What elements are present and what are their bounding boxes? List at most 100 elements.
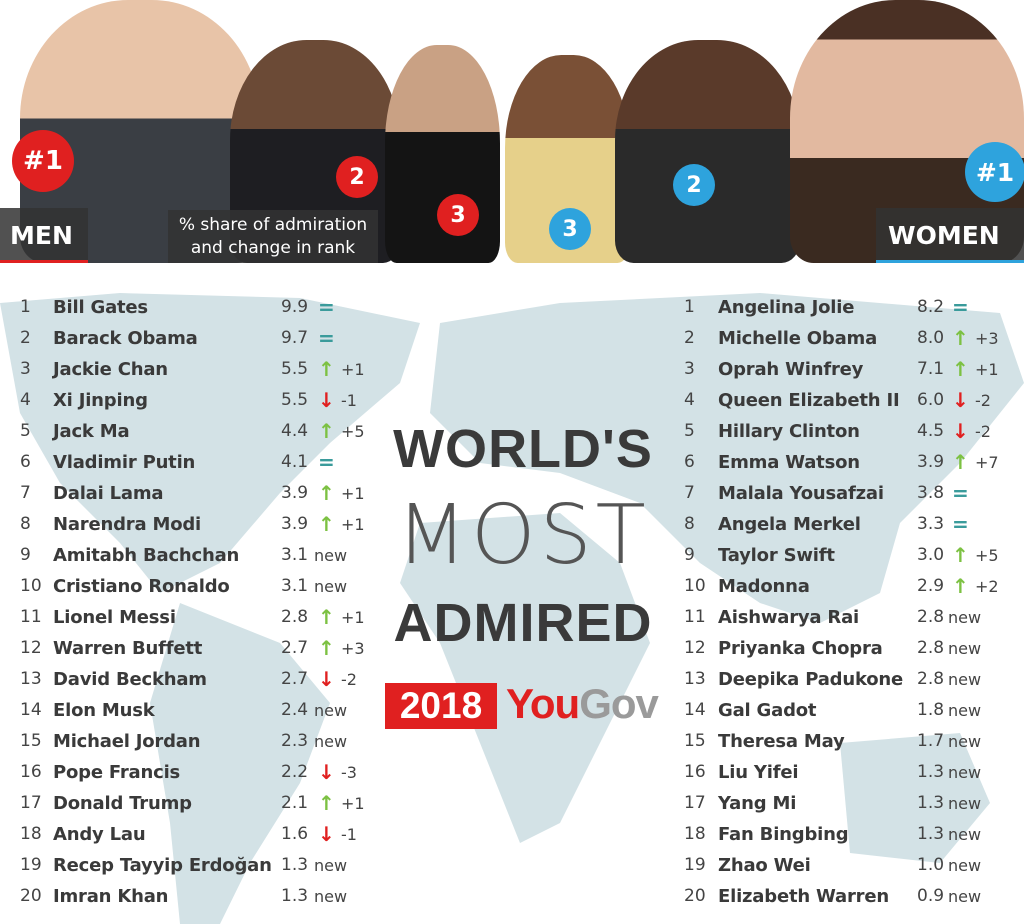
rank-number: 20 xyxy=(20,886,42,906)
list-item: 7 Dalai Lama 3.9 ↑ +1 xyxy=(0,478,365,508)
rank-number: 17 xyxy=(20,793,42,813)
title-line-admired: ADMIRED xyxy=(393,593,653,653)
women-rank-1-badge: #1 xyxy=(965,142,1024,202)
rank-number: 5 xyxy=(20,421,31,441)
arrow-up-icon: ↑ xyxy=(318,481,335,505)
equals-icon: = xyxy=(318,450,335,474)
admiration-score: 4.1 xyxy=(281,452,309,472)
list-item: 15 Theresa May 1.7 new xyxy=(0,726,981,756)
rank-change: -2 xyxy=(341,669,357,689)
person-name: Aishwarya Rai xyxy=(718,606,860,628)
person-name: David Beckham xyxy=(53,668,207,690)
admiration-score: 2.8 xyxy=(281,607,309,627)
rank-number: 11 xyxy=(20,607,42,627)
change-new: new xyxy=(948,824,982,844)
rank-number: 13 xyxy=(684,669,706,689)
person-name: Theresa May xyxy=(718,730,845,752)
person-name: Narendra Modi xyxy=(53,513,202,535)
men-label: MEN xyxy=(0,208,88,263)
person-name: Hillary Clinton xyxy=(718,420,860,442)
change-new: new xyxy=(314,576,348,596)
arrow-up-icon: ↑ xyxy=(952,574,969,598)
header-photo-strip: #1 2 3 3 2 #1 MEN % share of admiration … xyxy=(0,0,1024,263)
admiration-score: 3.1 xyxy=(281,545,309,565)
women-rank-3-badge: 3 xyxy=(549,208,591,250)
year-badge: 2018 xyxy=(385,683,497,729)
change-new: new xyxy=(948,886,982,906)
rank-change: +3 xyxy=(341,638,365,658)
rank-change: -3 xyxy=(341,762,357,782)
person-name: Pope Francis xyxy=(53,761,181,783)
person-name: Amitabh Bachchan xyxy=(53,544,240,566)
rank-number: 19 xyxy=(684,855,706,875)
admiration-score: 2.8 xyxy=(917,669,945,689)
list-item: 11 Lionel Messi 2.8 ↑ +1 xyxy=(0,602,365,632)
rank-number: 16 xyxy=(20,762,42,782)
person-name: Recep Tayyip Erdoğan xyxy=(53,854,272,876)
person-name: Andy Lau xyxy=(53,823,146,845)
admiration-score: 3.0 xyxy=(917,545,945,565)
women-label: WOMEN xyxy=(876,208,1024,263)
rank-change: -2 xyxy=(975,390,991,410)
rank-number: 19 xyxy=(20,855,42,875)
admiration-score: 4.4 xyxy=(281,421,309,441)
admiration-score: 1.0 xyxy=(917,855,945,875)
legend-caption: % share of admiration and change in rank xyxy=(168,210,378,263)
list-item: 6 Emma Watson 3.9 ↑ +7 xyxy=(0,447,999,477)
rank-change: +1 xyxy=(975,359,999,379)
admiration-score: 1.8 xyxy=(917,700,945,720)
person-name: Malala Yousafzai xyxy=(718,482,884,504)
admiration-score: 3.8 xyxy=(917,483,945,503)
person-name: Warren Buffett xyxy=(53,637,203,659)
rank-number: 15 xyxy=(20,731,42,751)
list-item: 7 Malala Yousafzai 3.8 = xyxy=(0,478,969,508)
yougov-logo: YouGov xyxy=(506,680,659,728)
list-item: 9 Amitabh Bachchan 3.1 new xyxy=(0,540,347,570)
admiration-score: 1.3 xyxy=(281,886,309,906)
rank-change: +1 xyxy=(341,514,365,534)
admiration-score: 9.9 xyxy=(281,297,309,317)
person-name: Priyanka Chopra xyxy=(718,637,883,659)
person-name: Yang Mi xyxy=(718,792,797,814)
person-name: Taylor Swift xyxy=(718,544,835,566)
list-item: 5 Hillary Clinton 4.5 ↓ -2 xyxy=(0,416,991,446)
admiration-score: 8.0 xyxy=(917,328,945,348)
change-new: new xyxy=(314,855,348,875)
rank-number: 10 xyxy=(684,576,706,596)
rank-number: 9 xyxy=(20,545,31,565)
rank-change: -1 xyxy=(341,824,357,844)
admiration-score: 2.9 xyxy=(917,576,945,596)
change-new: new xyxy=(948,669,982,689)
change-new: new xyxy=(314,886,348,906)
rank-change: +5 xyxy=(341,421,365,441)
change-new: new xyxy=(314,545,348,565)
arrow-down-icon: ↓ xyxy=(318,388,335,412)
title-line-worlds: WORLD'S xyxy=(393,419,653,479)
rank-number: 7 xyxy=(684,483,695,503)
equals-icon: = xyxy=(952,481,969,505)
admiration-score: 0.9 xyxy=(917,886,945,906)
list-item: 17 Donald Trump 2.1 ↑ +1 xyxy=(0,788,365,818)
arrow-up-icon: ↑ xyxy=(952,450,969,474)
change-new: new xyxy=(948,731,982,751)
rank-change: +7 xyxy=(975,452,999,472)
rank-number: 18 xyxy=(684,824,706,844)
rank-number: 8 xyxy=(684,514,695,534)
person-name: Gal Gadot xyxy=(718,699,817,721)
equals-icon: = xyxy=(318,326,335,350)
person-name: Dalai Lama xyxy=(53,482,164,504)
person-name: Jack Ma xyxy=(53,420,130,442)
list-item: 19 Recep Tayyip Erdoğan 1.3 new xyxy=(0,850,347,880)
admiration-score: 8.2 xyxy=(917,297,945,317)
arrow-down-icon: ↓ xyxy=(318,667,335,691)
arrow-up-icon: ↑ xyxy=(952,357,969,381)
person-name: Emma Watson xyxy=(718,451,860,473)
rank-number: 17 xyxy=(684,793,706,813)
equals-icon: = xyxy=(952,512,969,536)
admiration-score: 4.5 xyxy=(917,421,945,441)
list-item: 2 Barack Obama 9.7 = xyxy=(0,323,335,353)
rank-number: 6 xyxy=(684,452,695,472)
rank-number: 18 xyxy=(20,824,42,844)
admiration-score: 1.3 xyxy=(917,762,945,782)
arrow-up-icon: ↑ xyxy=(952,543,969,567)
